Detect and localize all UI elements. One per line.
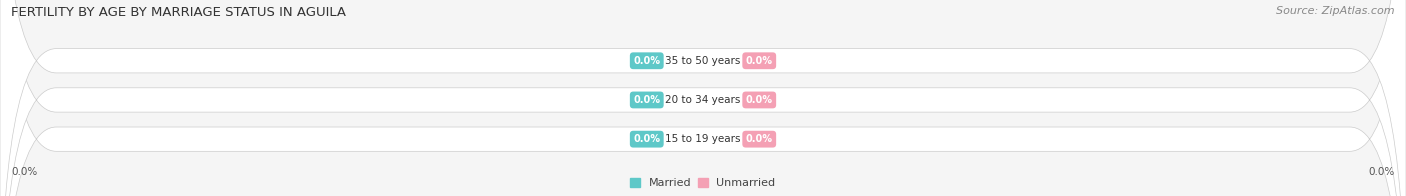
- Text: 0.0%: 0.0%: [745, 95, 773, 105]
- Text: 15 to 19 years: 15 to 19 years: [665, 134, 741, 144]
- Legend: Married, Unmarried: Married, Unmarried: [628, 176, 778, 191]
- Text: Source: ZipAtlas.com: Source: ZipAtlas.com: [1277, 6, 1395, 16]
- Text: 0.0%: 0.0%: [11, 167, 38, 178]
- Text: 0.0%: 0.0%: [745, 56, 773, 66]
- Text: 0.0%: 0.0%: [1368, 167, 1395, 178]
- Text: 0.0%: 0.0%: [633, 134, 661, 144]
- Text: FERTILITY BY AGE BY MARRIAGE STATUS IN AGUILA: FERTILITY BY AGE BY MARRIAGE STATUS IN A…: [11, 6, 346, 19]
- Text: 35 to 50 years: 35 to 50 years: [665, 56, 741, 66]
- Text: 0.0%: 0.0%: [745, 134, 773, 144]
- Text: 20 to 34 years: 20 to 34 years: [665, 95, 741, 105]
- Text: 0.0%: 0.0%: [633, 95, 661, 105]
- Text: 0.0%: 0.0%: [633, 56, 661, 66]
